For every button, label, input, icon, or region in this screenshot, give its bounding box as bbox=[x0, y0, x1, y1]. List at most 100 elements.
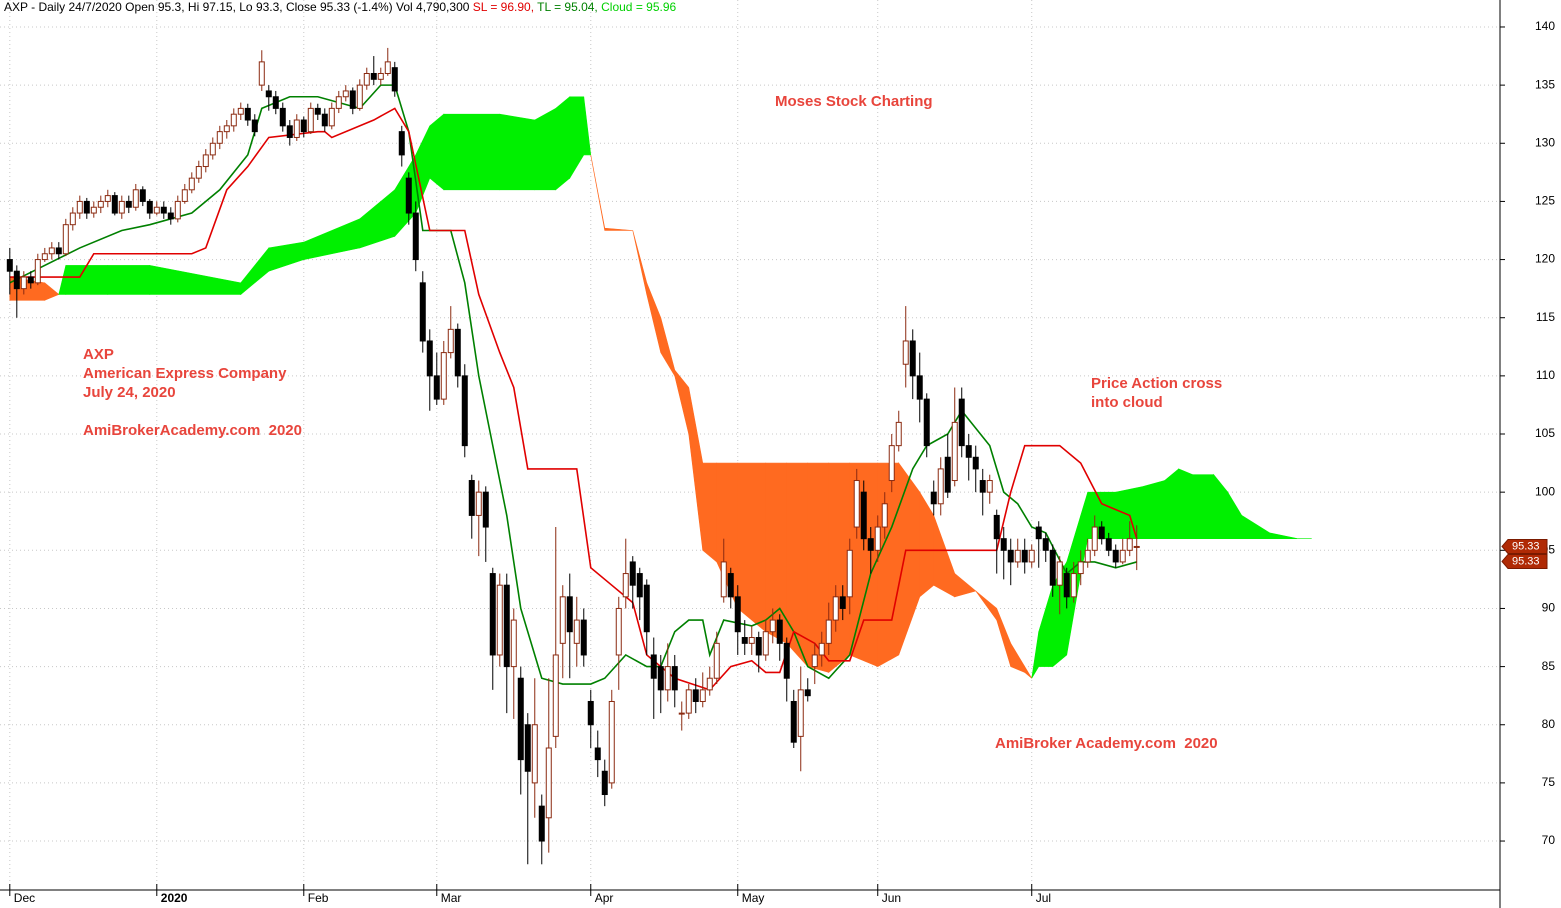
candle-body bbox=[496, 584, 503, 656]
candle-body bbox=[251, 119, 258, 133]
annotation: AmiBrokerAcademy.com 2020 bbox=[83, 422, 302, 439]
cloud-segment bbox=[1164, 468, 1180, 539]
candle-body bbox=[608, 700, 615, 784]
candle-body bbox=[1105, 538, 1112, 551]
cloud-segment bbox=[688, 387, 704, 551]
candle-body bbox=[356, 84, 363, 109]
candle-body bbox=[167, 212, 174, 220]
candle-body bbox=[552, 654, 559, 737]
y-tick-label: 70 bbox=[1542, 833, 1556, 847]
candle-body bbox=[538, 805, 545, 842]
header-sl: SL = 96.90, bbox=[473, 0, 534, 14]
candle-body bbox=[188, 177, 195, 191]
y-tick-label: 105 bbox=[1535, 426, 1555, 440]
candle-body bbox=[391, 67, 398, 92]
cloud-segment bbox=[996, 608, 1012, 667]
candle-body bbox=[174, 200, 181, 220]
candle-body bbox=[629, 561, 636, 586]
candle-body bbox=[426, 340, 433, 377]
candle-body bbox=[286, 125, 293, 138]
candle-body bbox=[433, 375, 440, 400]
candle-body bbox=[195, 166, 202, 179]
price-flag bbox=[1501, 553, 1548, 569]
x-tick-label: Dec bbox=[14, 891, 35, 905]
cloud-segment bbox=[303, 218, 361, 260]
cloud-segment bbox=[359, 189, 396, 249]
candle-body bbox=[559, 596, 566, 644]
y-tick-label: 135 bbox=[1535, 77, 1555, 91]
header-cloud: Cloud = 95.96 bbox=[601, 0, 676, 14]
candle-body bbox=[454, 328, 461, 377]
candle-body bbox=[370, 72, 377, 80]
candle-body bbox=[937, 468, 944, 505]
candle-body bbox=[531, 724, 538, 784]
candle-body bbox=[958, 398, 965, 447]
candle-body bbox=[727, 573, 734, 598]
candle-body bbox=[867, 538, 874, 551]
candle-body bbox=[615, 607, 622, 656]
candle-body bbox=[279, 107, 286, 127]
candle-body bbox=[986, 480, 993, 493]
candle-body bbox=[118, 200, 125, 214]
annotation: Price Action cross bbox=[1091, 375, 1222, 392]
candle-body bbox=[916, 375, 923, 400]
y-tick-label: 75 bbox=[1542, 775, 1556, 789]
cloud-segment bbox=[1227, 491, 1243, 539]
cloud-segment bbox=[877, 462, 900, 668]
price-flag-label: 95.33 bbox=[1512, 555, 1540, 567]
candle-body bbox=[566, 596, 573, 633]
candle-body bbox=[545, 747, 552, 819]
cloud-segment bbox=[240, 247, 270, 296]
cloud-segment bbox=[1024, 665, 1032, 679]
x-tick-label: May bbox=[742, 891, 765, 905]
cloud-segment bbox=[828, 462, 851, 674]
indicator-line bbox=[9, 107, 1138, 691]
candle-body bbox=[930, 491, 937, 505]
cloud-segment bbox=[583, 96, 592, 156]
candle-body bbox=[146, 200, 153, 214]
candle-body bbox=[706, 677, 713, 691]
candle-body bbox=[909, 340, 916, 377]
x-tick-label: Feb bbox=[308, 891, 329, 905]
cloud-segment bbox=[1031, 631, 1040, 679]
cloud-segment bbox=[632, 230, 648, 295]
candle-body bbox=[503, 584, 510, 668]
candle-body bbox=[923, 398, 930, 447]
candle-body bbox=[272, 96, 279, 109]
candle-body bbox=[671, 666, 678, 691]
candle-body bbox=[160, 206, 167, 214]
cloud-segment bbox=[1213, 473, 1229, 539]
candle-body bbox=[62, 224, 69, 255]
candle-body bbox=[818, 642, 825, 656]
candle-body bbox=[300, 119, 307, 133]
x-tick-label: Jun bbox=[882, 891, 901, 905]
candle-body bbox=[524, 724, 531, 772]
candle-body bbox=[902, 340, 909, 365]
candle-body bbox=[153, 206, 160, 214]
candle-body bbox=[517, 677, 524, 761]
candle-body bbox=[853, 480, 860, 528]
candle-body bbox=[636, 573, 643, 598]
candle-body bbox=[90, 206, 97, 214]
candle-body bbox=[1091, 526, 1098, 551]
candle-body bbox=[650, 654, 657, 679]
candle-body bbox=[104, 195, 111, 202]
cloud-segment bbox=[786, 462, 809, 668]
cloud-segment bbox=[737, 462, 767, 633]
candle-body bbox=[237, 107, 244, 115]
candle-body bbox=[34, 259, 41, 284]
candle-body bbox=[216, 131, 223, 144]
candle-body bbox=[139, 189, 146, 202]
candle-body bbox=[1119, 549, 1126, 563]
cloud-segment bbox=[1241, 514, 1271, 539]
cloud-segment bbox=[660, 317, 676, 377]
y-tick-label: 80 bbox=[1542, 717, 1556, 731]
candle-body bbox=[783, 642, 790, 679]
candle-body bbox=[244, 107, 251, 121]
cloud-segment bbox=[149, 265, 242, 295]
candle-body bbox=[41, 253, 48, 261]
cloud-segment bbox=[44, 282, 60, 301]
candle-body bbox=[307, 107, 314, 133]
candle-body bbox=[258, 61, 265, 86]
candle-body bbox=[860, 491, 867, 540]
